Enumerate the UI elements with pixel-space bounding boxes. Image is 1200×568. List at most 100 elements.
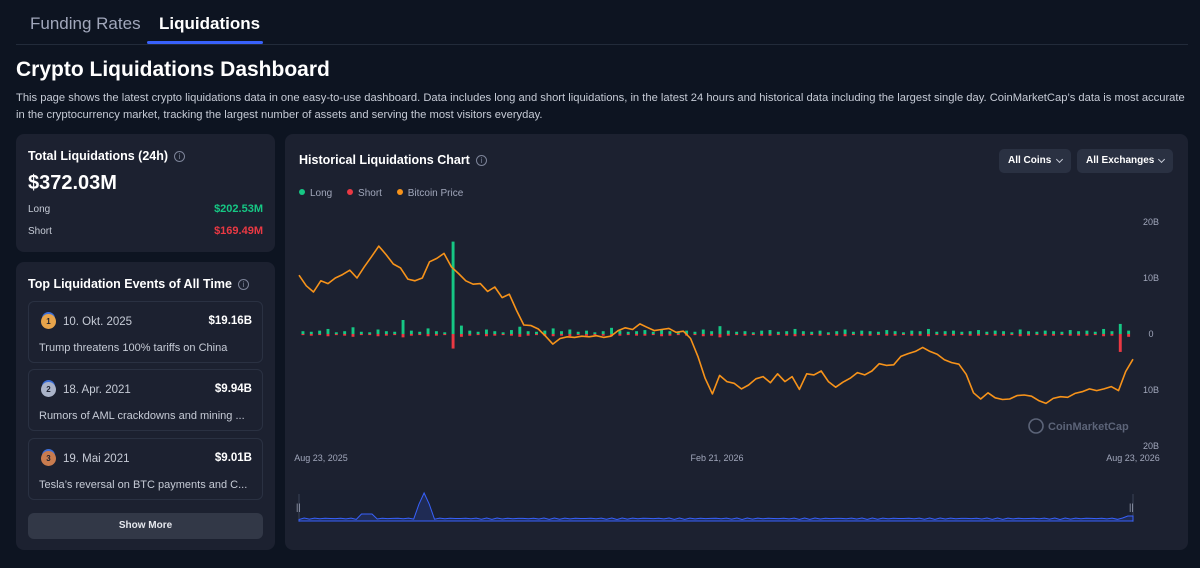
short-value: $169.49M — [214, 225, 263, 237]
short-bar — [885, 334, 889, 336]
coins-filter-label: All Coins — [1008, 155, 1052, 166]
long-label: Long — [28, 204, 51, 215]
short-bar — [401, 334, 405, 338]
chart-navigator[interactable]: || || — [296, 490, 1134, 523]
long-bar — [543, 330, 547, 334]
short-bar — [985, 334, 989, 336]
short-bar — [693, 334, 697, 336]
short-bar — [701, 334, 705, 337]
coins-filter-dropdown[interactable]: All Coins — [999, 149, 1071, 173]
short-bar — [393, 334, 397, 336]
short-bar — [977, 334, 980, 336]
long-bar — [601, 331, 605, 334]
short-bar — [476, 334, 480, 336]
short-bar — [927, 334, 930, 337]
tab-funding-rates[interactable]: Funding Rates — [30, 14, 141, 33]
short-bar — [751, 334, 755, 336]
event-description: Trump threatens 100% tariffs on China — [39, 342, 228, 354]
short-bar — [1018, 334, 1022, 337]
navigator-background — [299, 490, 1133, 523]
short-bar — [568, 334, 572, 337]
long-bar — [418, 331, 422, 334]
long-bar — [1035, 331, 1039, 334]
event-description: Rumors of AML crackdowns and mining ... — [39, 410, 245, 422]
show-more-button[interactable]: Show More — [28, 513, 263, 539]
short-bar — [960, 334, 964, 336]
long-bar — [935, 331, 939, 334]
short-label: Short — [28, 226, 52, 237]
short-bar — [1027, 334, 1031, 336]
short-bar — [1110, 334, 1114, 336]
page-description: This page shows the latest crypto liquid… — [16, 92, 1185, 121]
x-tick-label: Aug 23, 2026 — [1106, 453, 1160, 463]
total-liquidations-title: Total Liquidations (24h) i — [28, 149, 186, 163]
short-bar — [326, 334, 330, 337]
liquidations-chart[interactable]: 20B 10B 0 10B 20B Aug 23, 2025 Feb 21, 2026 Au… — [285, 134, 1188, 550]
short-bar — [1077, 334, 1081, 336]
short-bar — [343, 334, 347, 336]
short-bar — [1127, 334, 1131, 337]
liquidation-event-2[interactable]: 2 18. Apr. 2021 $9.94B Rumors of AML cra… — [28, 369, 263, 431]
long-bar — [526, 331, 530, 334]
info-icon[interactable]: i — [174, 151, 186, 162]
short-bar — [1102, 334, 1106, 337]
long-bar — [1118, 323, 1122, 334]
short-bar — [935, 334, 939, 336]
tab-liquidations[interactable]: Liquidations — [159, 14, 261, 33]
long-bar — [384, 331, 388, 334]
long-bar — [484, 329, 488, 334]
short-bar — [576, 334, 580, 336]
long-bar — [393, 331, 397, 334]
short-bar — [459, 334, 463, 337]
short-bar — [526, 334, 530, 336]
liquidation-event-1[interactable]: 1 10. Okt. 2025 $19.16B Trump threatens … — [28, 301, 263, 363]
info-icon[interactable]: i — [237, 279, 249, 290]
long-bar — [409, 330, 413, 334]
long-bar — [693, 331, 697, 334]
x-tick-label: Aug 23, 2025 — [294, 453, 348, 463]
long-bar — [768, 330, 772, 334]
legend-item-short[interactable]: Short — [347, 188, 382, 199]
long-bar — [301, 331, 305, 334]
long-bar — [893, 331, 897, 334]
long-bar — [885, 330, 889, 334]
long-bar — [1077, 331, 1081, 334]
long-bar — [1102, 328, 1106, 334]
short-bar — [901, 334, 905, 336]
long-bar — [876, 331, 880, 334]
long-bar — [927, 328, 930, 334]
short-bar — [760, 334, 764, 336]
long-bar — [743, 331, 747, 334]
short-bar — [676, 334, 680, 336]
long-bar — [351, 327, 355, 334]
short-bar — [776, 334, 780, 336]
event-value: $19.16B — [208, 315, 252, 327]
long-bar — [443, 332, 447, 334]
long-bar — [476, 331, 480, 334]
legend-item-bitcoin-price[interactable]: Bitcoin Price — [396, 188, 463, 199]
short-bar — [793, 334, 797, 337]
long-bar — [626, 331, 630, 334]
silver-medal-icon: 2 — [41, 382, 56, 397]
short-bar — [368, 334, 372, 336]
long-bar — [401, 320, 405, 334]
short-bar — [918, 334, 922, 336]
long-bar — [810, 331, 814, 334]
bronze-medal-icon: 3 — [41, 451, 56, 466]
short-bar — [785, 334, 789, 336]
short-bar — [726, 334, 730, 336]
long-bar — [1060, 331, 1064, 334]
short-bar — [952, 334, 955, 336]
liquidation-event-3[interactable]: 3 19. Mai 2021 $9.01B Tesla’s reversal o… — [28, 438, 263, 500]
legend-item-long[interactable]: Long — [299, 188, 332, 199]
exchanges-filter-dropdown[interactable]: All Exchanges — [1077, 149, 1173, 173]
info-icon[interactable]: i — [475, 155, 487, 166]
chart-legend: Long Short Bitcoin Price — [299, 188, 475, 199]
short-bar — [1118, 334, 1122, 352]
long-bar — [510, 330, 513, 334]
short-bar — [651, 334, 655, 336]
long-bar — [901, 332, 905, 334]
legend-dot — [396, 189, 403, 195]
short-bar — [943, 334, 947, 336]
tab-bar: Funding Rates Liquidations — [16, 0, 1188, 45]
